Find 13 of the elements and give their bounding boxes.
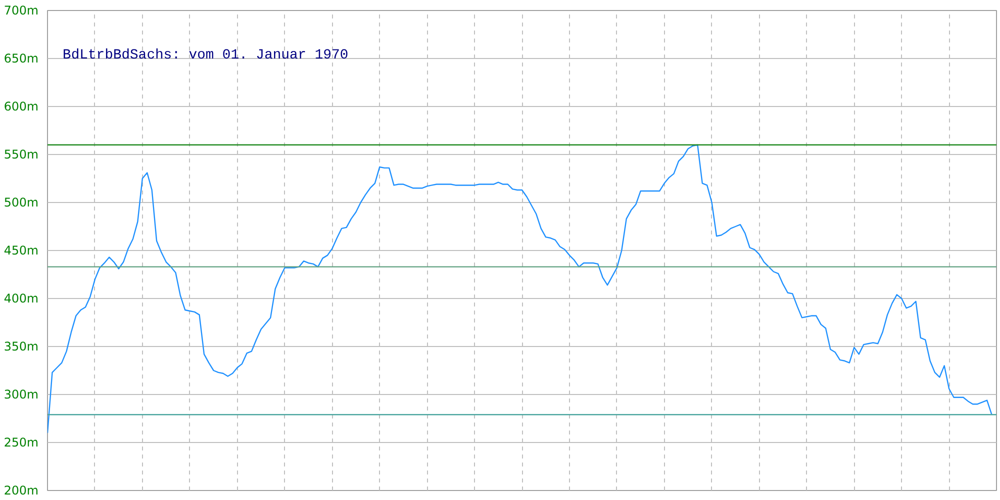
y-tick-label: 600m [4, 100, 38, 114]
y-tick-label: 300m [4, 388, 38, 402]
y-tick-label: 250m [4, 436, 38, 450]
y-tick-label: 700m [4, 4, 38, 18]
y-tick-label: 500m [4, 196, 38, 210]
y-tick-label: 550m [4, 148, 38, 162]
line-series [48, 144, 992, 434]
y-tick-label: 450m [4, 244, 38, 258]
y-tick-label: 200m [4, 484, 38, 498]
y-tick-label: 400m [4, 292, 38, 306]
y-tick-label: 650m [4, 52, 38, 66]
y-tick-label: 350m [4, 340, 38, 354]
text: BdLtrbBdSachs: vom 01. Januar 1970 [62, 48, 348, 64]
